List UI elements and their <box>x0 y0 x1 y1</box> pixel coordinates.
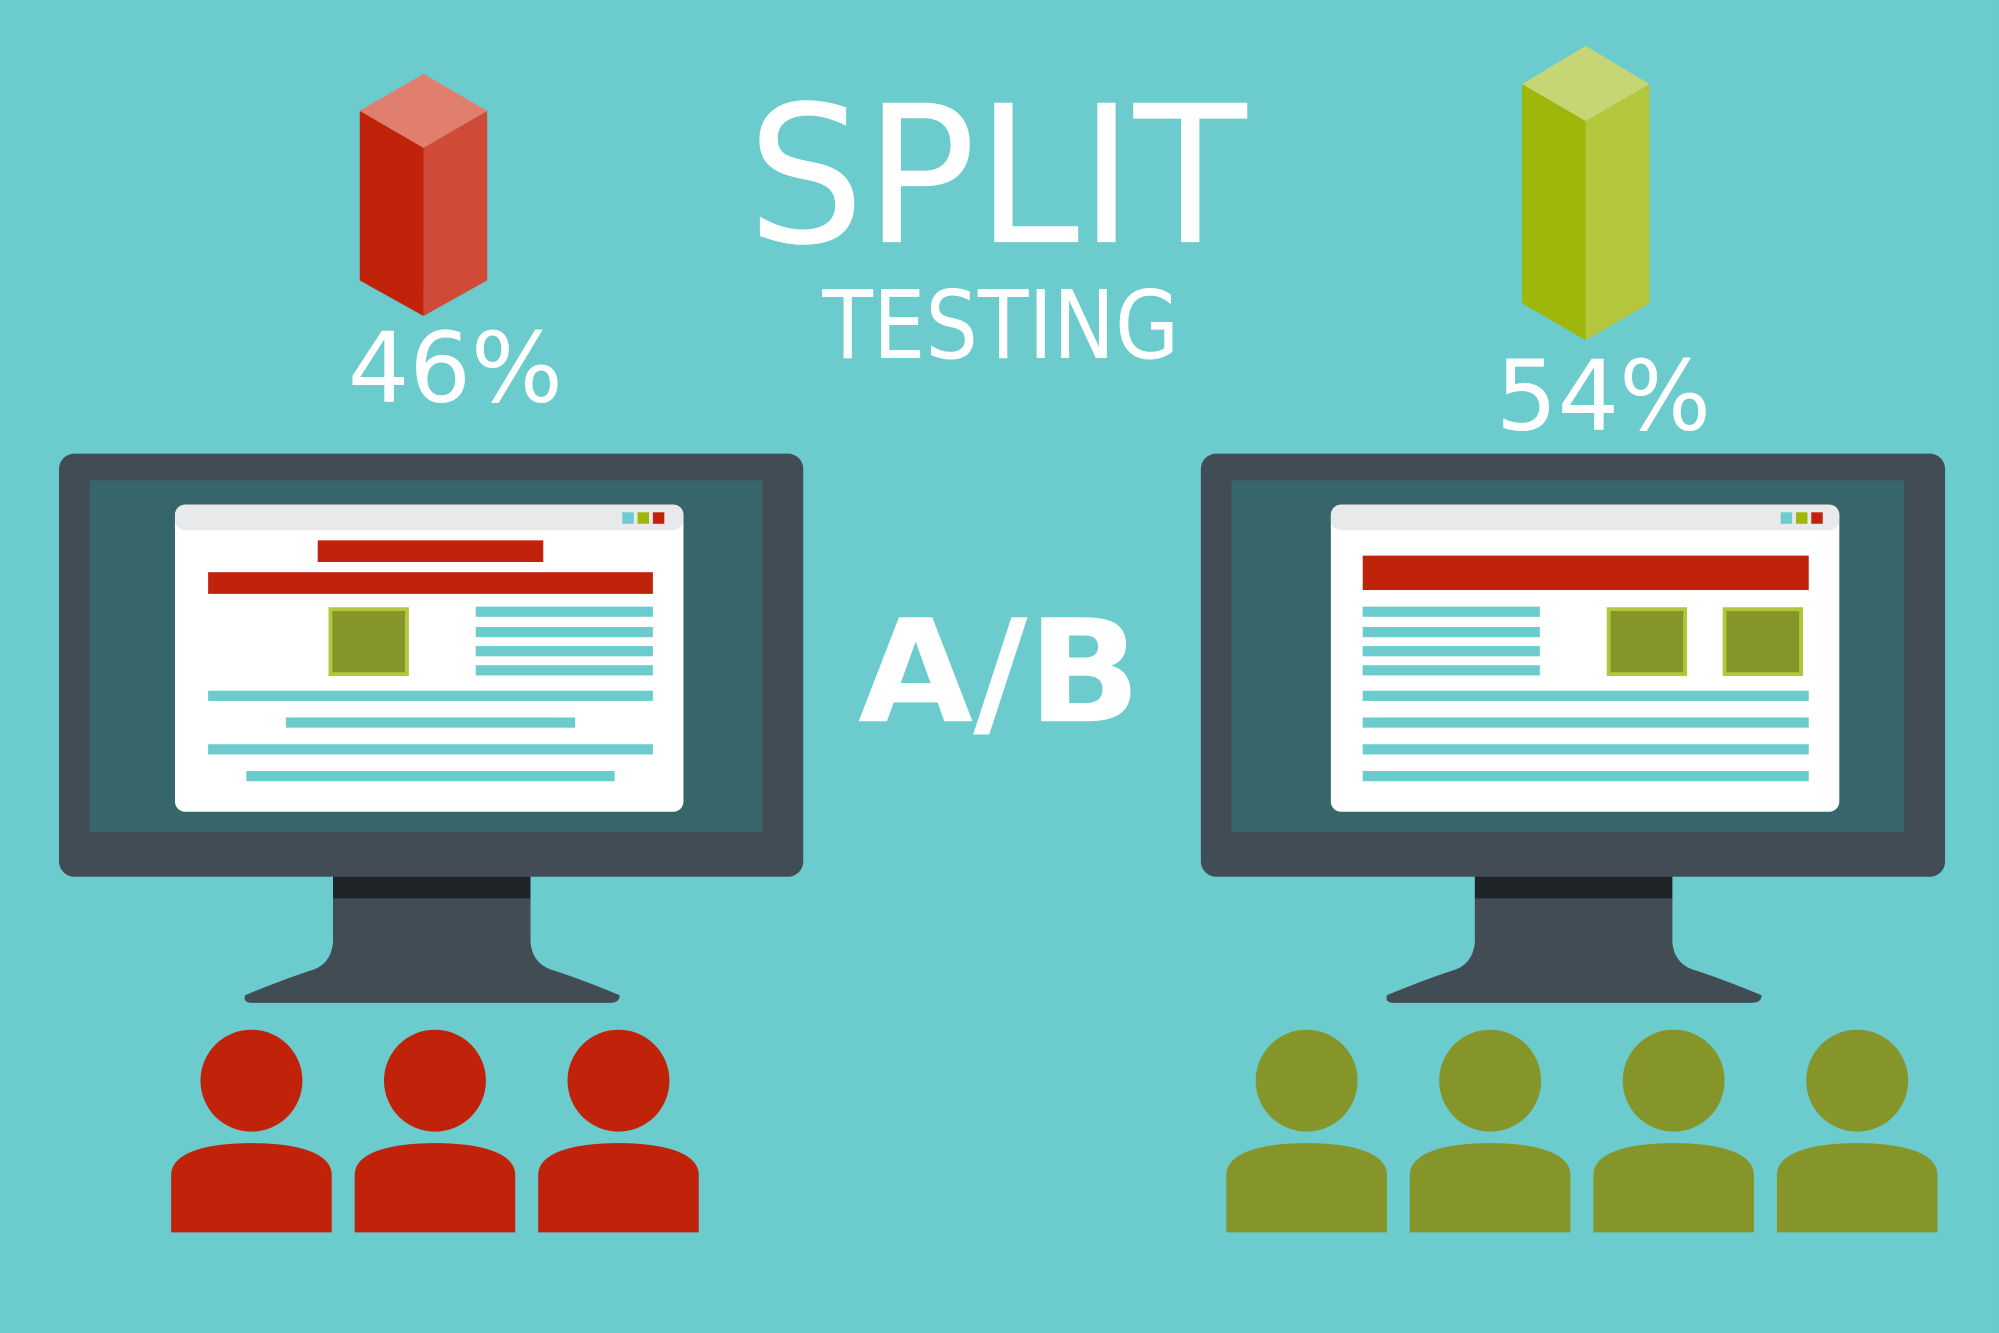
window-dot-teal <box>622 512 634 524</box>
title: SPLIT <box>747 66 1248 288</box>
window-dot-red <box>652 512 665 524</box>
variant-a-percent: 46% <box>348 311 563 424</box>
audience-b <box>1226 1029 1938 1233</box>
person-icon <box>354 1029 516 1233</box>
person-icon <box>1776 1029 1938 1233</box>
person-icon <box>1593 1029 1754 1233</box>
monitor-a <box>59 453 804 1003</box>
browser-window-a <box>174 504 684 812</box>
window-dot-red <box>1811 512 1823 524</box>
audience-a <box>171 1029 699 1233</box>
browser-window-b <box>1330 504 1840 812</box>
person-icon <box>538 1029 699 1233</box>
subtitle: TESTING <box>821 271 1179 381</box>
window-dot-green <box>637 512 650 524</box>
person-icon <box>171 1029 332 1233</box>
variant-b-percent: 54% <box>1496 339 1711 452</box>
ab-label: A/B <box>858 589 1141 755</box>
variant-a-bar-cube <box>359 73 488 317</box>
person-icon <box>1226 1029 1387 1233</box>
window-dot-green <box>1795 512 1808 524</box>
window-dot-teal <box>1780 512 1793 524</box>
person-icon <box>1409 1029 1571 1233</box>
variant-b-bar-cube <box>1521 45 1650 341</box>
monitor-b <box>1200 453 1946 1003</box>
